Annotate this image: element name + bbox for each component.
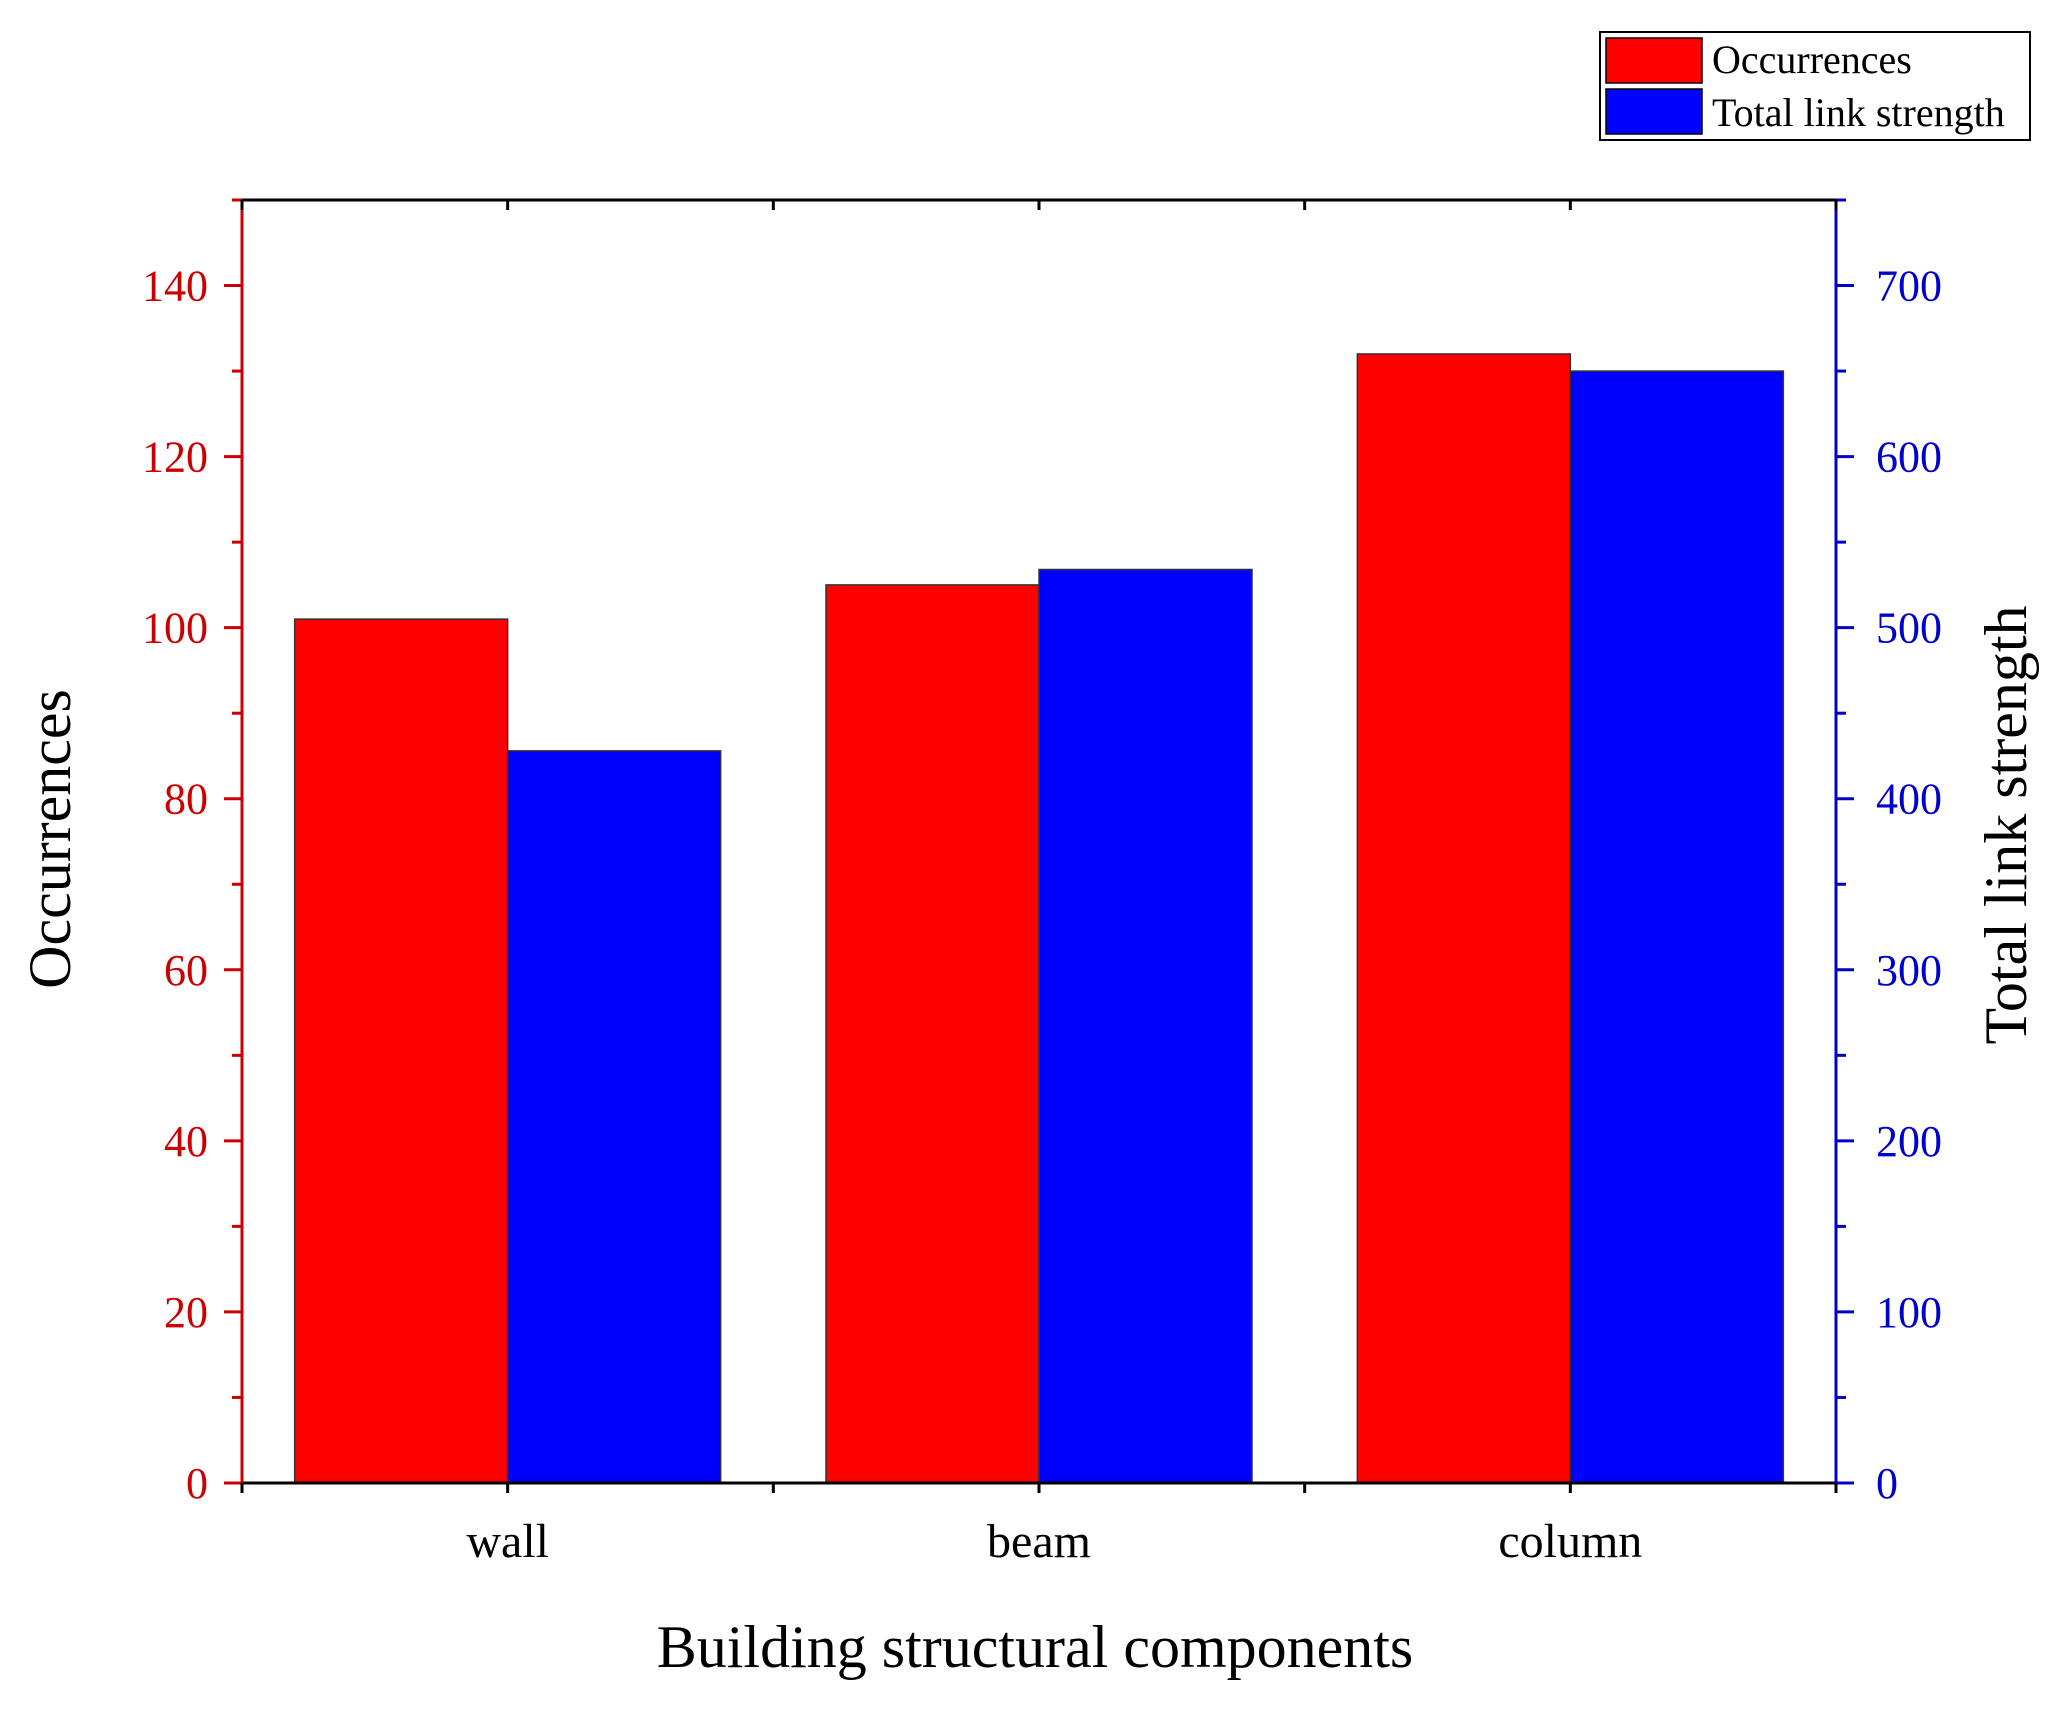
- left-tick-label: 140: [142, 262, 208, 311]
- right-tick-label: 0: [1876, 1459, 1898, 1508]
- right-tick-label: 600: [1876, 433, 1942, 482]
- legend-swatch-total-link-strength: [1605, 88, 1703, 135]
- left-tick-label: 20: [164, 1288, 208, 1337]
- left-tick-label: 40: [164, 1117, 208, 1166]
- left-tick-label: 0: [186, 1459, 208, 1508]
- bar-column-occurrences: [1356, 353, 1572, 1484]
- bar-wall-occurrences: [293, 618, 509, 1484]
- left-tick-label: 100: [142, 604, 208, 653]
- legend-swatch-occurrences: [1605, 37, 1703, 84]
- right-tick-label: 200: [1876, 1117, 1942, 1166]
- bar-wall-total-link-strength: [506, 750, 722, 1484]
- left-tick-label: 80: [164, 775, 208, 824]
- legend-label-total-link-strength: Total link strength: [1712, 90, 2005, 135]
- left-tick-label: 60: [164, 946, 208, 995]
- right-tick-label: 400: [1876, 775, 1942, 824]
- legend-label-occurrences: Occurrences: [1712, 37, 1912, 82]
- right-tick-label: 500: [1876, 604, 1942, 653]
- ticks: 0 20 40 60 80 100 120 140 0 100 200 300 400 500 600 700…: [142, 198, 1942, 1568]
- right-tick-label: 100: [1876, 1288, 1942, 1337]
- bar-column-total-link-strength: [1569, 370, 1785, 1484]
- x-tick-label: column: [1498, 1515, 1642, 1568]
- x-tick-label: beam: [987, 1515, 1091, 1568]
- right-tick-label: 300: [1876, 946, 1942, 995]
- y-axis-title: Occurrences: [17, 689, 83, 989]
- bar-beam-total-link-strength: [1038, 568, 1253, 1484]
- x-axis-title: Building structural components: [657, 1614, 1414, 1680]
- bar-beam-occurrences: [825, 584, 1040, 1484]
- left-tick-label: 120: [142, 433, 208, 482]
- right-tick-label: 700: [1876, 262, 1942, 311]
- x-tick-label: wall: [466, 1515, 549, 1568]
- bar-group: [293, 353, 1785, 1484]
- y2-axis-title: Total link strength: [1973, 605, 2039, 1044]
- legend: Occurrences Total link strength: [1599, 31, 2031, 141]
